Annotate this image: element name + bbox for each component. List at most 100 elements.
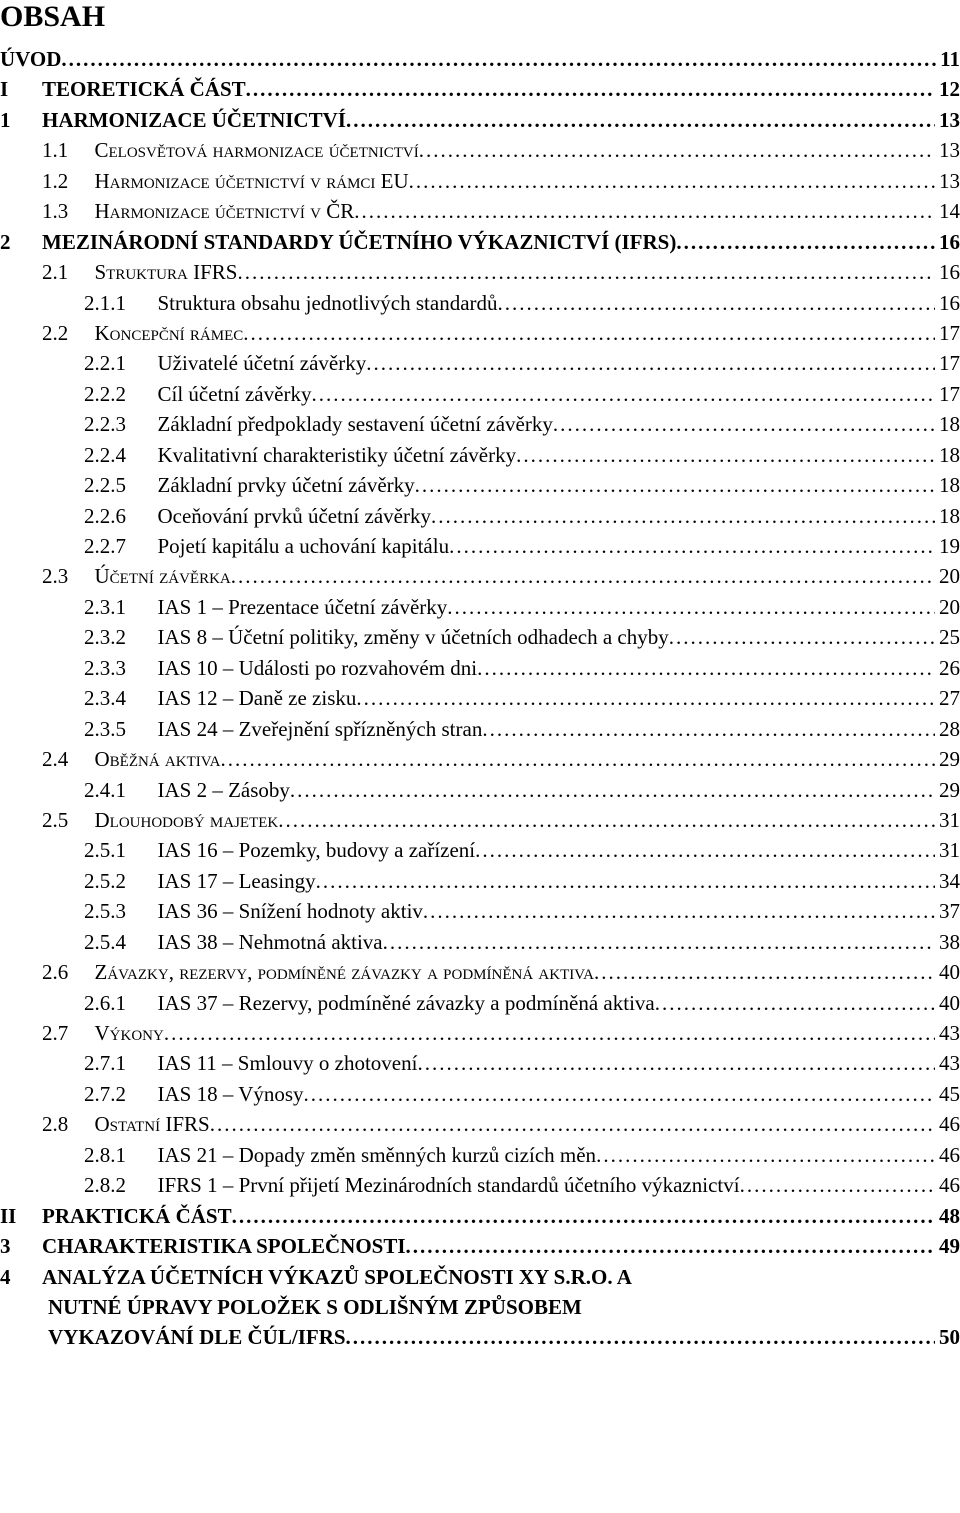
- toc-leader: [655, 988, 935, 1018]
- toc-entry: 2.7.2 IAS 18 – Výnosy45: [0, 1079, 960, 1109]
- toc-entry-title: IAS 21 – Dopady změn směnných kurzů cizí…: [158, 1140, 597, 1170]
- toc-entry-number: 1.3: [42, 196, 95, 226]
- toc-entry: 2.4 Oběžná aktiva29: [0, 744, 960, 774]
- toc-entry-number: 2.4.1: [84, 775, 158, 805]
- toc-entry-number: 2.4: [42, 744, 95, 774]
- toc-leader: [409, 166, 935, 196]
- toc-entry-title: Závazky, rezervy, podmíněné závazky a po…: [95, 957, 594, 987]
- toc-leader: [596, 1140, 935, 1170]
- toc-entry-page: 13: [935, 135, 960, 165]
- toc-entry-number: 2.2.3: [84, 409, 158, 439]
- toc-entry: 1.2 Harmonizace účetnictví v rámci EU13: [0, 166, 960, 196]
- toc-leader: [278, 805, 935, 835]
- toc-entry-number: 2.6: [42, 957, 95, 987]
- toc-entry-number: 2.5.1: [84, 835, 158, 865]
- toc-entry-page: 18: [935, 501, 960, 531]
- toc-entry-title: IAS 38 – Nehmotná aktiva: [158, 927, 383, 957]
- toc-entry-number: 2.1.1: [84, 288, 158, 318]
- toc-entry-number: 2.2.2: [84, 379, 158, 409]
- toc-entry-title: Kvalitativní charakteristiky účetní závě…: [158, 440, 517, 470]
- toc-entry-page: 46: [935, 1109, 960, 1139]
- toc-entry-title: IAS 36 – Snížení hodnoty aktiv: [158, 896, 423, 926]
- toc-entry-number: 2.5.3: [84, 896, 158, 926]
- toc-entry: ÚVOD11: [0, 44, 960, 74]
- toc-entry-number: 2.5.2: [84, 866, 158, 896]
- toc-entry-title: Harmonizace účetnictví v rámci EU: [95, 166, 409, 196]
- toc-heading: OBSAH: [0, 0, 960, 34]
- toc-entry-title: Cíl účetní závěrky: [158, 379, 312, 409]
- toc-entry-number: 2.1: [42, 257, 95, 287]
- toc-leader: [417, 1048, 935, 1078]
- toc-entry-number: 2.6.1: [84, 988, 158, 1018]
- toc-entry-page: 17: [935, 379, 960, 409]
- toc-entry-title: ÚVOD: [0, 44, 61, 74]
- toc-entry: 2.7.1 IAS 11 – Smlouvy o zhotovení43: [0, 1048, 960, 1078]
- toc-entry: 2.2 Koncepční rámec17: [0, 318, 960, 348]
- toc-entry-title: IAS 37 – Rezervy, podmíněné závazky a po…: [158, 988, 655, 1018]
- toc-entry-page: 20: [935, 561, 960, 591]
- toc-entry-title: Celosvětová harmonizace účetnictví: [95, 135, 419, 165]
- toc-entry-number: 2.7.1: [84, 1048, 158, 1078]
- toc-entry-number: 2.5.4: [84, 927, 158, 957]
- toc-entry-page: 18: [935, 409, 960, 439]
- toc-leader: [346, 1322, 935, 1352]
- toc-entry-number: I: [0, 74, 42, 104]
- toc-entry-title: IAS 8 – Účetní politiky, změny v účetníc…: [158, 622, 669, 652]
- toc-leader: [311, 379, 935, 409]
- toc-entry-title: Výkony: [95, 1018, 164, 1048]
- toc-leader: [676, 227, 935, 257]
- toc-entry: VYKAZOVÁNÍ DLE ČÚL/IFRS50: [0, 1322, 960, 1352]
- toc-entry: 2.8 Ostatní IFRS46: [0, 1109, 960, 1139]
- toc-entry-title: Základní předpoklady sestavení účetní zá…: [158, 409, 553, 439]
- toc-leader: [423, 896, 935, 926]
- toc-entry-title: Pojetí kapitálu a uchování kapitálu: [158, 531, 450, 561]
- toc-entry-number: 2.8.2: [84, 1170, 158, 1200]
- toc-entry-title: NUTNÉ ÚPRAVY POLOŽEK S ODLIŠNÝM ZPŮSOBEM: [48, 1292, 582, 1322]
- toc-entry: 2.1.1 Struktura obsahu jednotlivých stan…: [0, 288, 960, 318]
- toc-leader: [346, 105, 935, 135]
- toc-entry-page: 48: [935, 1201, 960, 1231]
- toc-entry: 2.2.1 Uživatelé účetní závěrky17: [0, 348, 960, 378]
- toc-entry-title: TEORETICKÁ ČÁST: [42, 74, 246, 104]
- toc-entry-title: IAS 1 – Prezentace účetní závěrky: [158, 592, 448, 622]
- toc-leader: [406, 1231, 935, 1261]
- toc-leader: [594, 957, 935, 987]
- toc-entry-page: 17: [935, 318, 960, 348]
- toc-leader: [419, 135, 935, 165]
- toc-leader: [383, 927, 935, 957]
- toc-entry-page: 26: [935, 653, 960, 683]
- toc-leader: [477, 653, 935, 683]
- toc-entry: 2.2.3 Základní předpoklady sestavení úče…: [0, 409, 960, 439]
- toc-entry-number: 2: [0, 227, 42, 257]
- toc-entry-title: IAS 16 – Pozemky, budovy a zařízení: [158, 835, 476, 865]
- toc-entry-title: IAS 24 – Zveřejnění spřízněných stran: [158, 714, 483, 744]
- toc-leader: [237, 257, 935, 287]
- toc-entry-page: 29: [935, 775, 960, 805]
- toc-entry: 2.2.6 Oceňování prvků účetní závěrky18: [0, 501, 960, 531]
- toc-entry-title: IAS 11 – Smlouvy o zhotovení: [158, 1048, 418, 1078]
- toc-entry-number: 3: [0, 1231, 42, 1261]
- toc-entry: 2.3.1 IAS 1 – Prezentace účetní závěrky2…: [0, 592, 960, 622]
- toc-entry-number: 2.2.7: [84, 531, 158, 561]
- toc-entry-page: 49: [935, 1231, 960, 1261]
- toc-entry-number: 2.3: [42, 561, 95, 591]
- toc-leader: [61, 44, 936, 74]
- toc-entry: 2.3.2 IAS 8 – Účetní politiky, změny v ú…: [0, 622, 960, 652]
- toc-entry: 2.3 Účetní závěrka20: [0, 561, 960, 591]
- toc-entry-number: 2.3.4: [84, 683, 158, 713]
- toc-entry-title: MEZINÁRODNÍ STANDARDY ÚČETNÍHO VÝKAZNICT…: [42, 227, 676, 257]
- toc-entry-page: 27: [935, 683, 960, 713]
- toc-entry-title: CHARAKTERISTIKA SPOLEČNOSTI: [42, 1231, 406, 1261]
- toc-entry-title: IAS 2 – Zásoby: [158, 775, 290, 805]
- toc-entry: 3 CHARAKTERISTIKA SPOLEČNOSTI 49: [0, 1231, 960, 1261]
- toc-entry: 2.2.7 Pojetí kapitálu a uchování kapitál…: [0, 531, 960, 561]
- toc-leader: [482, 714, 935, 744]
- toc-leader: [669, 622, 935, 652]
- toc-entry-number: II: [0, 1201, 42, 1231]
- toc-entry: 2.8.1 IAS 21 – Dopady změn směnných kurz…: [0, 1140, 960, 1170]
- toc-entry-page: 46: [935, 1170, 960, 1200]
- toc-entry-number: 2.8: [42, 1109, 95, 1139]
- toc-entry-page: 12: [935, 74, 960, 104]
- toc-leader: [290, 775, 935, 805]
- toc-leader: [516, 440, 935, 470]
